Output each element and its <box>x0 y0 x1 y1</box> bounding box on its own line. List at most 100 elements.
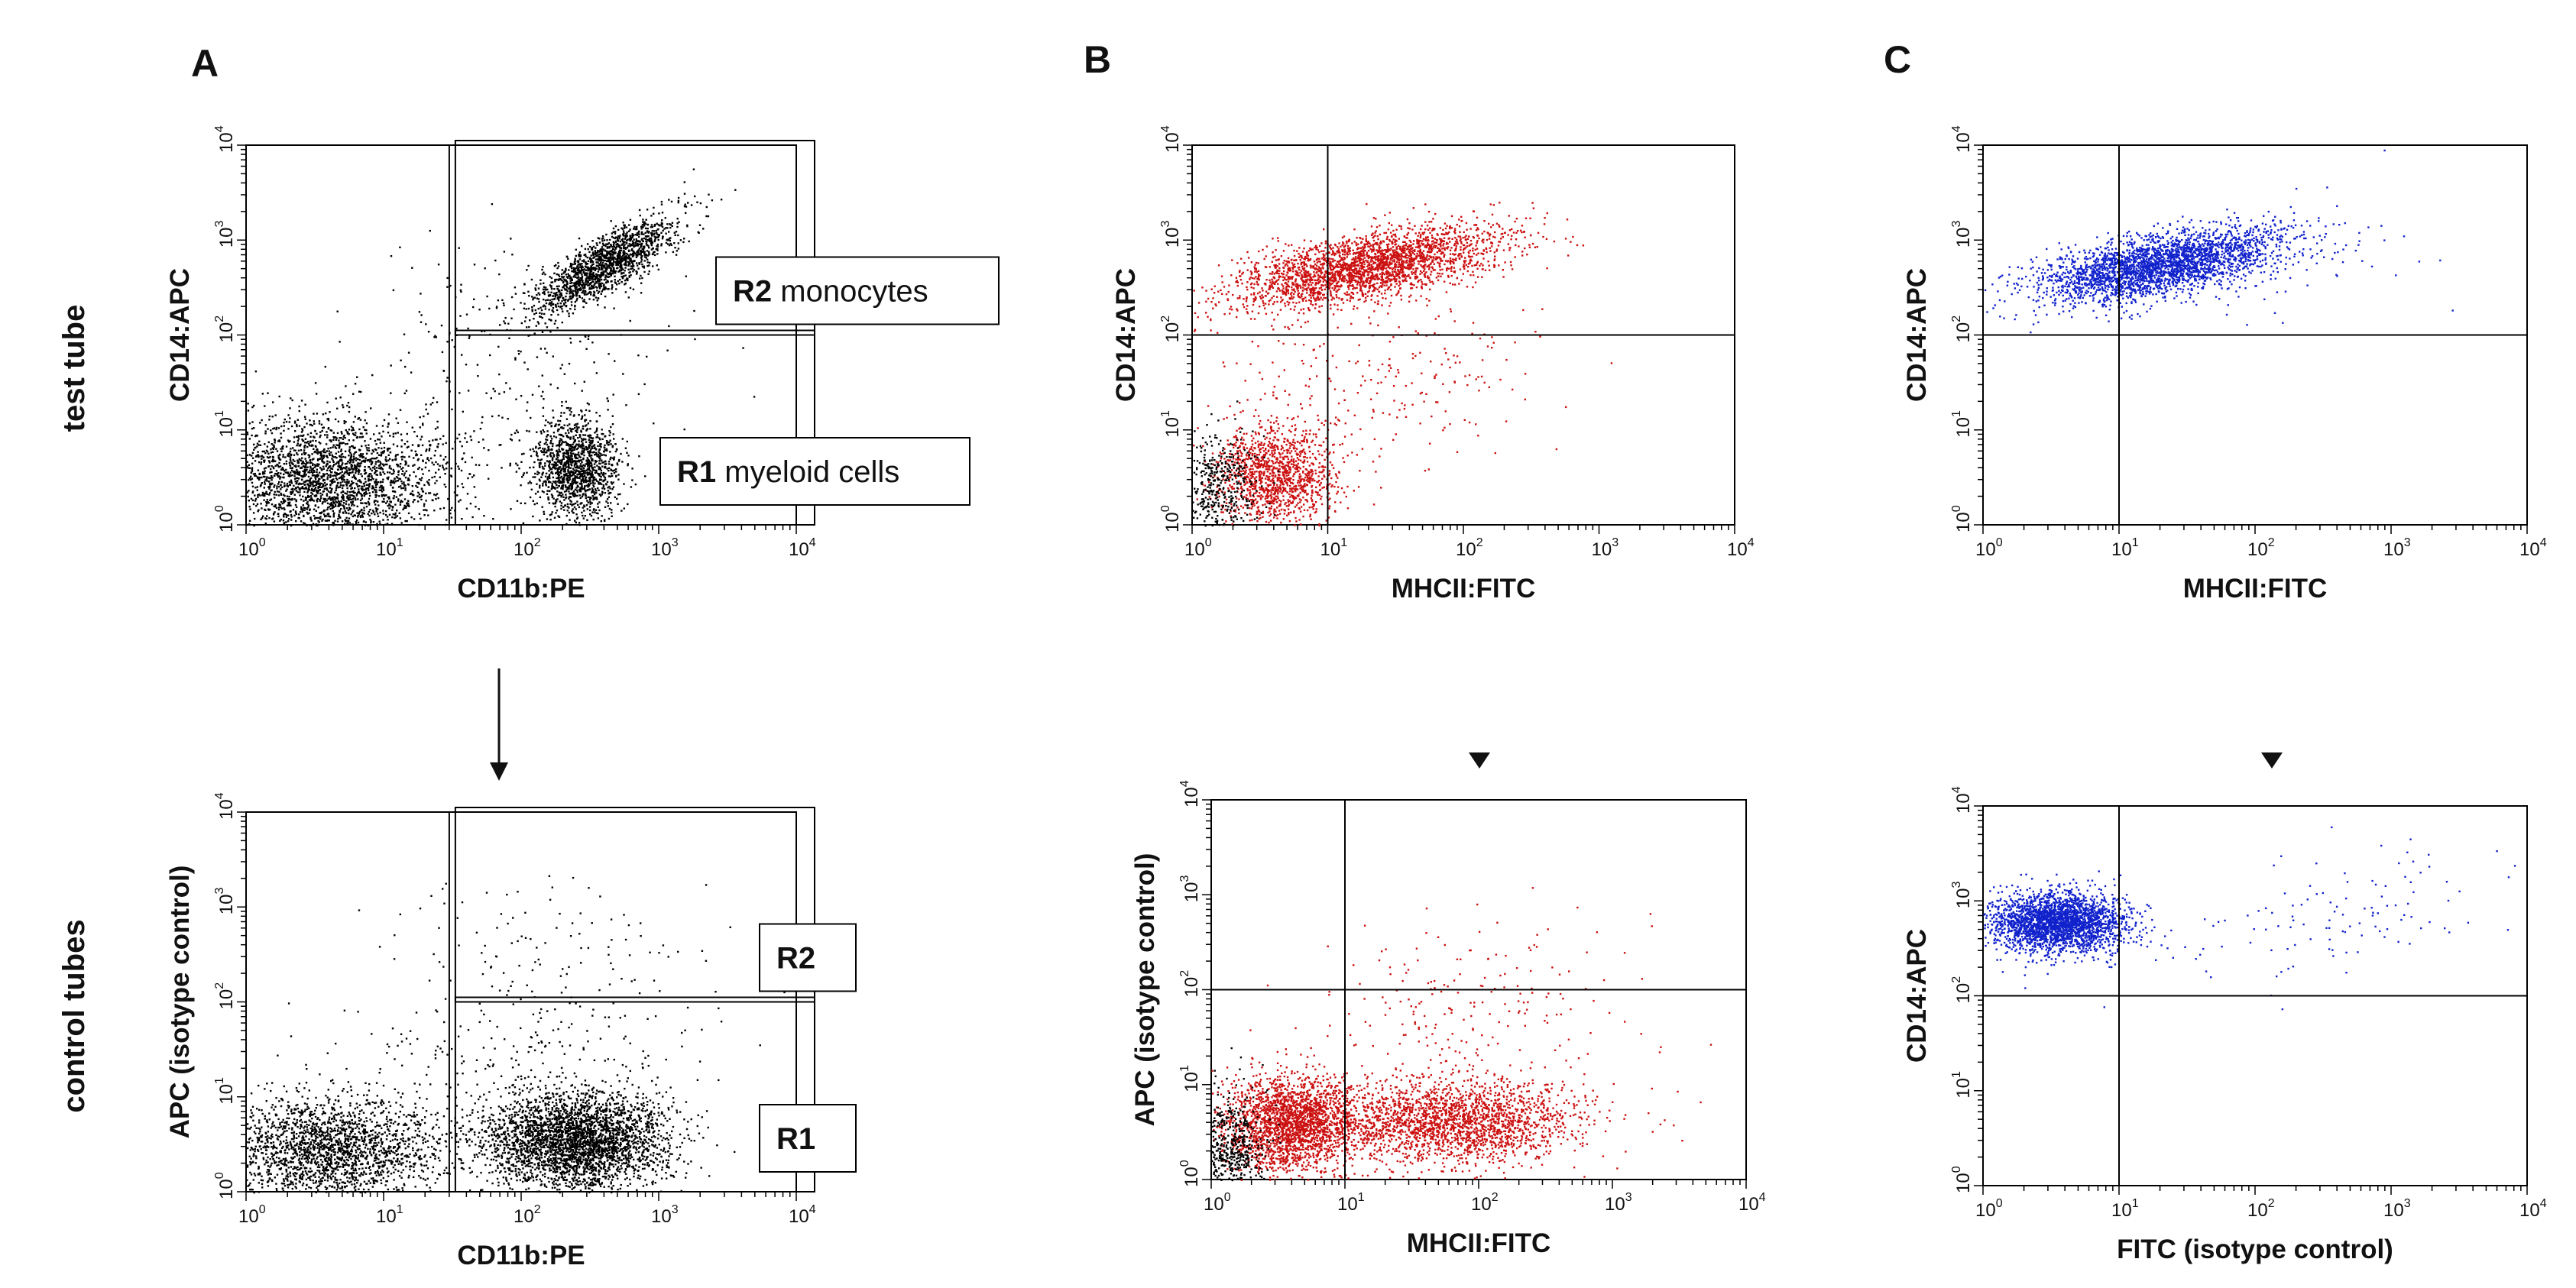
data-point <box>638 230 640 233</box>
data-point <box>358 436 361 439</box>
data-point <box>614 251 617 254</box>
data-point <box>406 440 409 443</box>
data-point <box>461 445 463 448</box>
data-point <box>303 471 306 474</box>
data-point <box>598 437 601 439</box>
data-point <box>565 490 568 493</box>
data-point <box>592 445 595 447</box>
data-point <box>316 464 319 467</box>
data-point <box>404 506 407 509</box>
data-point <box>374 439 377 442</box>
data-point <box>588 467 591 469</box>
data-point <box>339 486 342 488</box>
data-point <box>375 494 378 497</box>
data-point <box>625 226 628 228</box>
data-point <box>565 406 569 409</box>
data-point <box>426 509 428 512</box>
data-point <box>616 264 618 266</box>
data-point <box>386 516 389 518</box>
data-point <box>570 447 572 449</box>
data-point <box>313 451 316 454</box>
data-point <box>601 487 604 490</box>
data-point <box>251 462 254 464</box>
data-point <box>540 312 543 315</box>
data-point <box>456 485 459 487</box>
data-point <box>545 286 547 289</box>
data-point <box>411 490 414 493</box>
data-point <box>556 285 559 288</box>
data-point <box>300 435 303 437</box>
data-point <box>574 260 576 263</box>
data-point <box>346 490 349 493</box>
data-point <box>345 516 348 519</box>
data-point <box>436 463 439 465</box>
data-point <box>611 509 613 511</box>
data-point <box>600 494 602 497</box>
data-point <box>546 518 549 520</box>
data-point <box>446 461 449 464</box>
data-point <box>326 476 329 478</box>
data-point <box>530 482 533 484</box>
data-point <box>643 256 646 258</box>
data-point <box>515 429 518 432</box>
data-point <box>340 475 342 477</box>
data-point <box>421 444 424 447</box>
data-point <box>645 218 647 221</box>
data-point <box>303 445 306 448</box>
data-point <box>535 447 537 449</box>
data-point <box>320 455 322 458</box>
data-point <box>323 513 326 516</box>
data-point <box>251 455 253 457</box>
data-point <box>380 455 382 457</box>
data-point <box>359 481 361 483</box>
data-point <box>352 523 354 526</box>
data-point <box>565 452 568 455</box>
data-point <box>280 507 284 510</box>
data-point <box>334 519 336 522</box>
data-point <box>546 326 549 328</box>
data-point <box>258 472 261 475</box>
data-point <box>436 446 439 448</box>
data-point <box>337 494 339 497</box>
data-point <box>306 496 309 498</box>
data-point <box>618 458 621 461</box>
data-point <box>569 264 572 267</box>
data-point <box>646 235 648 238</box>
data-point <box>569 290 572 293</box>
data-point <box>554 501 557 503</box>
data-point <box>570 471 573 473</box>
data-point <box>518 439 520 442</box>
data-point <box>283 425 285 427</box>
data-point <box>352 500 354 503</box>
data-point <box>368 485 371 488</box>
data-point <box>349 461 352 463</box>
data-point <box>422 422 424 425</box>
data-point <box>314 487 317 489</box>
data-point <box>461 483 463 485</box>
data-point <box>352 439 355 442</box>
data-point <box>342 512 345 514</box>
data-point <box>283 523 285 526</box>
data-point <box>372 467 374 469</box>
data-point <box>426 448 428 451</box>
data-point <box>342 467 345 469</box>
data-point <box>556 469 559 471</box>
data-point <box>328 519 330 522</box>
data-point <box>556 498 559 500</box>
data-point <box>543 451 545 454</box>
data-point <box>580 459 582 461</box>
data-point <box>585 479 588 481</box>
data-point <box>577 289 579 292</box>
data-point <box>352 427 354 429</box>
data-point <box>550 281 552 283</box>
data-point <box>416 459 420 461</box>
data-point <box>557 419 559 422</box>
data-point <box>604 444 606 447</box>
data-point <box>576 457 578 460</box>
data-point <box>579 464 582 468</box>
data-point <box>617 255 621 257</box>
data-point <box>641 263 643 266</box>
data-point <box>334 497 336 500</box>
data-point <box>263 471 265 474</box>
data-point <box>556 294 559 296</box>
